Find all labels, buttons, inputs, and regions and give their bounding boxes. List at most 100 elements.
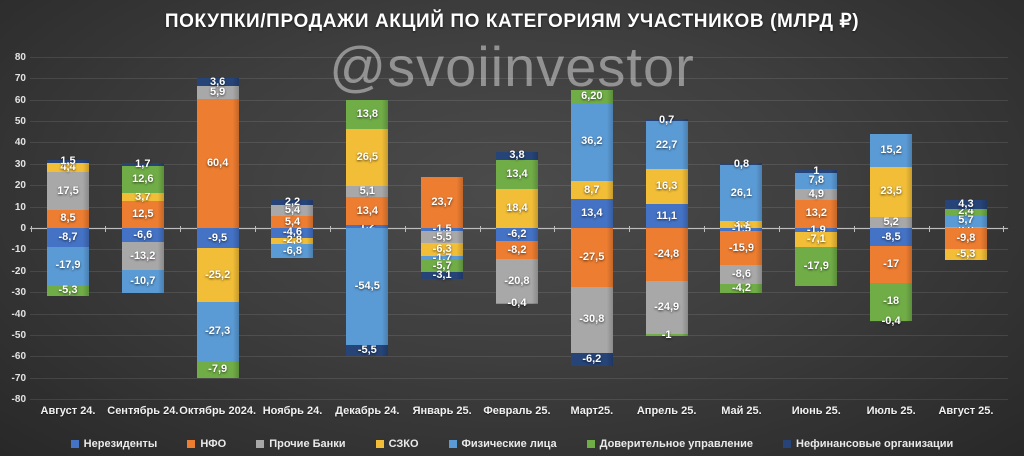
x-axis-category-label: Ноябрь 24. xyxy=(262,405,323,418)
bar-segment-value: 17,5 xyxy=(57,184,79,197)
bar-segment-СЗКО: 3,3 xyxy=(720,217,763,230)
y-axis-tick-label: 10 xyxy=(14,201,26,213)
zero-axis-tick xyxy=(180,226,182,232)
bar-segment-СЗКО: -7,1 xyxy=(795,232,838,248)
bar-segment-Доверительное управление: 2,4 xyxy=(944,205,987,218)
legend-label: Прочие Банки xyxy=(269,438,346,450)
bar-segment-value: -3,1 xyxy=(432,269,452,282)
bar-segment-value: -7,9 xyxy=(208,362,228,375)
bar-segment-Нефинансовые организации: 0,7 xyxy=(645,114,688,125)
bar-segment-НФО: 13,2 xyxy=(795,199,838,228)
bar-segment-Прочие Банки: -30,8 xyxy=(570,286,613,353)
bar-segment-value: 5,9 xyxy=(210,85,226,98)
bar-segment-value: 1,7 xyxy=(135,158,151,171)
legend-item-Нерезиденты: Нерезиденты xyxy=(70,438,157,450)
bar-segment-НФО: 23,7 xyxy=(421,177,464,228)
bar-segment-Нефинансовые организации: 1,5 xyxy=(47,155,89,166)
bar-segment-Доверительное управление: -1 xyxy=(645,329,688,340)
gridline xyxy=(30,99,1008,101)
bar-segment-value: 2,4 xyxy=(958,205,974,218)
bar-segment-value: 3,6 xyxy=(210,75,226,88)
bar-segment-Доверительное управление: -5,3 xyxy=(47,285,89,297)
bar-segment-Нерезиденты: -6,6 xyxy=(121,228,164,243)
bar-segment-value: 0,7 xyxy=(658,113,675,126)
bar-segment-value: 1 xyxy=(813,164,820,177)
bar-segment-Физические лица: 7,8 xyxy=(795,172,838,190)
bar-segment-value: 13,4 xyxy=(356,204,379,217)
bar-segment-Нерезиденты: -6,2 xyxy=(495,228,538,242)
zero-axis-tick xyxy=(629,226,631,232)
bar-segment-СЗКО: -2,8 xyxy=(271,235,314,246)
legend-item-СЗКО: СЗКО xyxy=(375,438,419,450)
bar-segment-Нефинансовые организации: -5,5 xyxy=(346,345,389,357)
y-axis-tick-label: -10 xyxy=(11,244,26,256)
legend-swatch-icon xyxy=(70,440,79,448)
gridline xyxy=(30,313,1008,315)
gridline xyxy=(30,335,1008,336)
bar-segment-value: -8,2 xyxy=(507,243,527,256)
bar-segment-value: -6,2 xyxy=(582,352,602,365)
bar-segment-Нерезиденты: 1,2 xyxy=(346,221,389,232)
bar-segment-value: -7,1 xyxy=(806,233,826,246)
bar-segment-value: -4,6 xyxy=(283,226,302,239)
y-axis-tick-label: -40 xyxy=(11,308,26,320)
bar-segment-СЗКО: -6,3 xyxy=(421,242,464,257)
y-axis-tick-label: 0 xyxy=(20,223,26,234)
bar-segment-НФО: -24,8 xyxy=(645,228,688,282)
bar-segment-value: -1,5 xyxy=(432,223,452,236)
gridline xyxy=(30,121,1008,122)
bar-segment-Нефинансовые организации: -6,2 xyxy=(570,352,613,367)
y-axis-tick-label: 70 xyxy=(14,73,26,85)
bar-segment-value: -6,8 xyxy=(283,244,302,257)
zero-axis-tick xyxy=(704,226,706,232)
x-axis-category-label: Июнь 25. xyxy=(791,405,841,418)
bar-segment-value: -6,2 xyxy=(507,228,527,241)
bar-segment-СЗКО: -5,3 xyxy=(944,249,987,261)
bar-segment-НФО: -27,5 xyxy=(570,228,613,287)
zero-axis-tick xyxy=(554,226,556,232)
bar-segment-Физические лица: -0,4 xyxy=(495,298,538,309)
bar-segment-Нефинансовые организации: 2,2 xyxy=(271,197,314,208)
legend-label: СЗКО xyxy=(388,438,419,450)
bar-segment-value: 5,1 xyxy=(359,184,375,197)
bar-segment-value: 1,5 xyxy=(60,154,76,167)
bar-segment-Прочие Банки: 17,5 xyxy=(47,172,89,210)
bar-segment-Доверительное управление: -7,9 xyxy=(196,360,239,378)
bar-segment-СЗКО: 23,5 xyxy=(870,166,913,217)
x-axis-category-label: Март25. xyxy=(570,405,614,418)
legend-label: Доверительное управление xyxy=(599,438,754,450)
bar-segment-Нефинансовые организации: 1,7 xyxy=(121,159,164,170)
zero-axis-tick xyxy=(30,226,32,232)
bar-segment-Физические лица: -54,5 xyxy=(346,228,389,345)
x-axis-category-label: Февраль 25. xyxy=(483,405,551,418)
y-axis-tick-label: -60 xyxy=(11,351,26,363)
bar-segment-Доверительное управление: -18 xyxy=(870,282,913,322)
bar-segment-Прочие Банки: 5,4 xyxy=(271,205,314,217)
legend-swatch-icon xyxy=(256,440,265,448)
bar-segment-value: 3,3 xyxy=(733,217,750,230)
bar-segment-Нерезиденты: -1,5 xyxy=(421,224,464,235)
bar-segment-value: 3,7 xyxy=(135,190,151,203)
bar-segment-value: -4,2 xyxy=(731,281,751,294)
y-axis-tick-label: -20 xyxy=(11,265,26,277)
bar-segment-Доверительное управление: -17,9 xyxy=(795,247,838,286)
bar-segment-value: -5,5 xyxy=(432,230,452,243)
y-axis-tick-label: 20 xyxy=(14,180,26,192)
bar-segment-СЗКО: -25,2 xyxy=(196,248,239,303)
legend-label: НФО xyxy=(200,438,227,450)
bar-segment-value: 60,4 xyxy=(206,156,229,169)
bar-segment-value: 13,4 xyxy=(581,207,603,220)
bar-segment-value: -20,8 xyxy=(504,274,530,287)
bar-segment-value: -0,4 xyxy=(507,297,527,310)
bar-segment-Доверительное управление: 13,8 xyxy=(346,99,389,130)
bar-segment-СЗКО: 16,3 xyxy=(645,169,688,205)
bar-segment-value: -8,7 xyxy=(58,230,78,243)
bar-segment-value: -24,9 xyxy=(654,301,680,314)
gridline xyxy=(30,78,1008,80)
bar-segment-value: 13,2 xyxy=(805,207,827,220)
bar-segment-Физические лица: 26,1 xyxy=(720,165,763,221)
bar-segment-Нефинансовые организации: 1 xyxy=(795,165,838,176)
y-axis-tick-label: -70 xyxy=(11,372,26,384)
bar-segment-value: 5,7 xyxy=(958,214,974,227)
y-axis-tick-label: -50 xyxy=(11,330,26,341)
